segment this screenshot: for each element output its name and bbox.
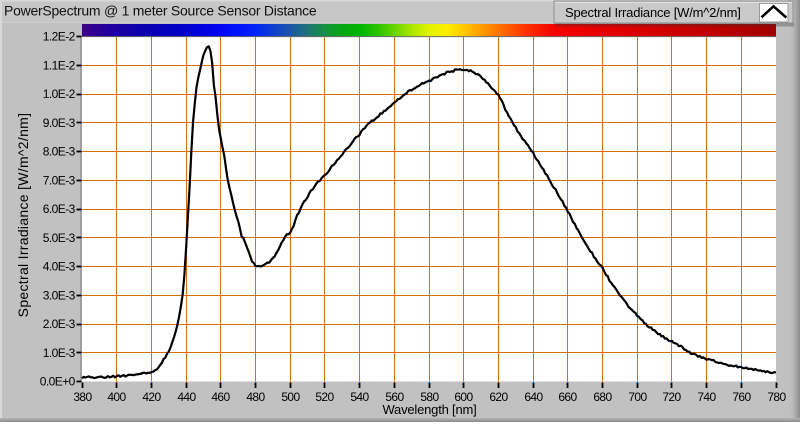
svg-text:5.0E-3: 5.0E-3 xyxy=(43,231,76,245)
svg-text:660: 660 xyxy=(558,390,577,404)
svg-text:600: 600 xyxy=(454,390,473,404)
svg-text:0.0E+0: 0.0E+0 xyxy=(40,375,76,389)
svg-text:3.0E-3: 3.0E-3 xyxy=(43,288,76,302)
svg-text:1.1E-2: 1.1E-2 xyxy=(43,59,76,73)
svg-text:480: 480 xyxy=(246,390,265,404)
svg-text:PowerSpectrum @ 1 meter Source: PowerSpectrum @ 1 meter Source Sensor Di… xyxy=(4,3,317,19)
svg-text:1.2E-2: 1.2E-2 xyxy=(43,30,76,44)
svg-text:720: 720 xyxy=(662,390,681,404)
svg-text:740: 740 xyxy=(697,390,716,404)
svg-text:540: 540 xyxy=(350,390,369,404)
svg-text:4.0E-3: 4.0E-3 xyxy=(43,260,76,274)
svg-text:460: 460 xyxy=(211,390,230,404)
svg-text:780: 780 xyxy=(767,390,786,404)
svg-text:760: 760 xyxy=(732,390,751,404)
svg-text:8.0E-3: 8.0E-3 xyxy=(43,145,76,159)
svg-text:7.0E-3: 7.0E-3 xyxy=(43,173,76,187)
svg-text:440: 440 xyxy=(177,390,196,404)
svg-text:680: 680 xyxy=(593,390,612,404)
svg-text:520: 520 xyxy=(315,390,334,404)
svg-text:1.0E-2: 1.0E-2 xyxy=(43,87,76,101)
svg-text:580: 580 xyxy=(420,390,439,404)
svg-text:400: 400 xyxy=(107,390,126,404)
svg-text:560: 560 xyxy=(385,390,404,404)
svg-text:Spectral Irradiance [W/m^2/nm]: Spectral Irradiance [W/m^2/nm] xyxy=(15,113,31,318)
svg-text:700: 700 xyxy=(628,390,647,404)
svg-text:6.0E-3: 6.0E-3 xyxy=(43,202,76,216)
svg-text:2.0E-3: 2.0E-3 xyxy=(43,317,76,331)
svg-text:Wavelength [nm]: Wavelength [nm] xyxy=(382,402,476,417)
svg-text:500: 500 xyxy=(281,390,300,404)
svg-text:380: 380 xyxy=(73,390,92,404)
svg-text:9.0E-3: 9.0E-3 xyxy=(43,116,76,130)
svg-text:640: 640 xyxy=(524,390,543,404)
svg-text:Spectral Irradiance [W/m^2/nm]: Spectral Irradiance [W/m^2/nm] xyxy=(565,5,741,20)
svg-text:620: 620 xyxy=(489,390,508,404)
svg-text:1.0E-3: 1.0E-3 xyxy=(43,346,76,360)
svg-text:420: 420 xyxy=(142,390,161,404)
